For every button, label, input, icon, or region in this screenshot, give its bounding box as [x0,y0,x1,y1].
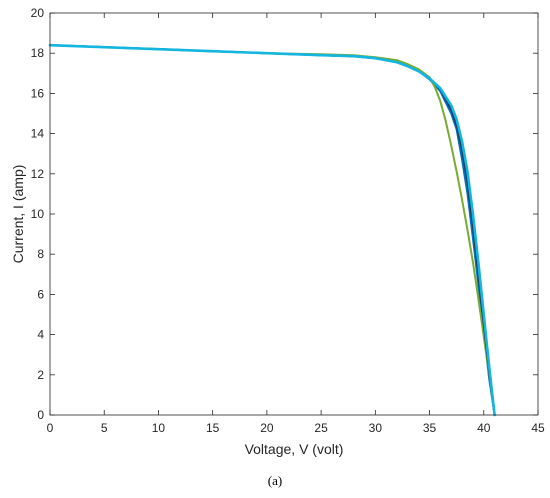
x-tick-label: 10 [152,421,166,435]
figure-caption: (a) [267,473,283,488]
y-tick-label: 20 [31,6,45,20]
y-tick-label: 12 [31,167,45,181]
y-tick-label: 4 [37,328,44,342]
y-tick-label: 2 [37,368,44,382]
x-tick-label: 25 [314,421,328,435]
y-tick-label: 18 [31,46,45,60]
y-tick-label: 14 [31,127,45,141]
x-tick-label: 45 [531,421,545,435]
plot-frame [49,12,539,416]
iv-curve-chart: 0 5 10 15 20 25 30 35 40 45 0 2 4 6 8 10 12 14 16 18 20 Volt… [10,6,545,457]
y-tick-label: 8 [37,247,44,261]
series-line-4 [48,43,496,417]
x-tick-label: 35 [423,421,437,435]
x-tick-label: 0 [47,421,54,435]
x-axis-label: Voltage, V (volt) [245,441,344,457]
y-tick-label: 16 [31,86,45,100]
x-tick-label: 40 [477,421,491,435]
y-axis-label: Current, I (amp) [10,165,26,264]
y-tick-label: 0 [37,408,44,422]
y-tick-label: 10 [31,207,45,221]
plot-background [50,13,538,415]
x-tick-label: 15 [206,421,220,435]
x-tick-label: 30 [369,421,383,435]
x-tick-label: 20 [260,421,274,435]
series-layer [48,43,496,417]
y-tick-label: 6 [37,287,44,301]
x-tick-label: 5 [101,421,108,435]
tick-layer: 0 5 10 15 20 25 30 35 40 45 0 2 4 6 8 10 12 14 16 18 20 [31,6,545,435]
